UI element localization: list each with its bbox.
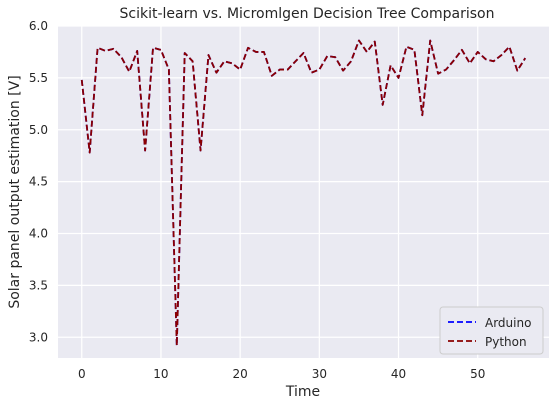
x-tick-label: 0	[78, 367, 86, 381]
legend: Arduino Python	[439, 306, 544, 355]
x-tick-label: 50	[470, 367, 485, 381]
y-tick-label: 4.0	[29, 227, 48, 241]
legend-box	[439, 306, 544, 355]
y-axis-title: Solar panel output estimation [V]	[7, 75, 23, 308]
y-tick-label: 5.5	[29, 71, 48, 85]
x-tick-label: 30	[312, 367, 327, 381]
legend-label-arduino: Arduino	[485, 316, 531, 330]
x-tick-label: 40	[391, 367, 406, 381]
y-tick-label: 5.0	[29, 123, 48, 137]
series-line-python	[80, 39, 526, 347]
grid	[58, 25, 549, 358]
x-tick-label: 10	[153, 367, 168, 381]
chart-title: Scikit-learn vs. Micromlgen Decision Tre…	[120, 6, 495, 22]
tick-labels: 0 10 20 30 40 50 3.0 3.5 4.0 4.5 5.0 5.5 6.0	[29, 19, 485, 381]
x-axis-title: Time	[285, 384, 320, 400]
series-layer	[80, 39, 526, 347]
y-tick-label: 6.0	[29, 19, 48, 33]
y-tick-label: 4.5	[29, 175, 48, 189]
y-tick-label: 3.5	[29, 278, 48, 292]
legend-label-python: Python	[485, 335, 527, 349]
x-tick-label: 20	[233, 367, 248, 381]
y-tick-label: 3.0	[29, 330, 48, 344]
